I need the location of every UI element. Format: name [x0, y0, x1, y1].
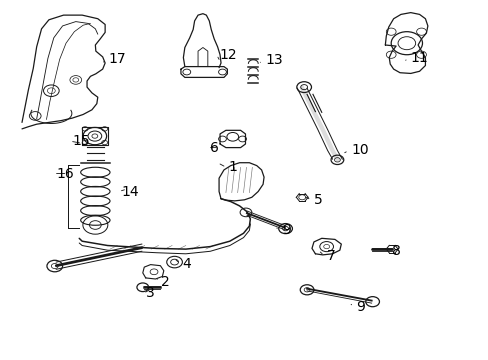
Text: 17: 17	[108, 53, 126, 66]
Text: 12: 12	[219, 48, 236, 62]
Text: 3: 3	[145, 287, 154, 300]
Text: 11: 11	[410, 51, 427, 65]
Text: 9: 9	[355, 300, 364, 314]
Text: 2: 2	[161, 275, 170, 288]
Text: 5: 5	[313, 193, 322, 207]
Text: 6: 6	[210, 141, 219, 154]
Text: 14: 14	[121, 185, 139, 198]
Text: 7: 7	[326, 249, 335, 262]
Text: 4: 4	[182, 257, 191, 270]
Text: 10: 10	[350, 144, 368, 157]
Text: 1: 1	[228, 161, 237, 174]
Text: 13: 13	[264, 54, 282, 67]
Text: 9: 9	[281, 224, 290, 237]
Text: 15: 15	[72, 134, 90, 148]
Text: 8: 8	[391, 244, 400, 258]
Text: 16: 16	[56, 167, 74, 180]
